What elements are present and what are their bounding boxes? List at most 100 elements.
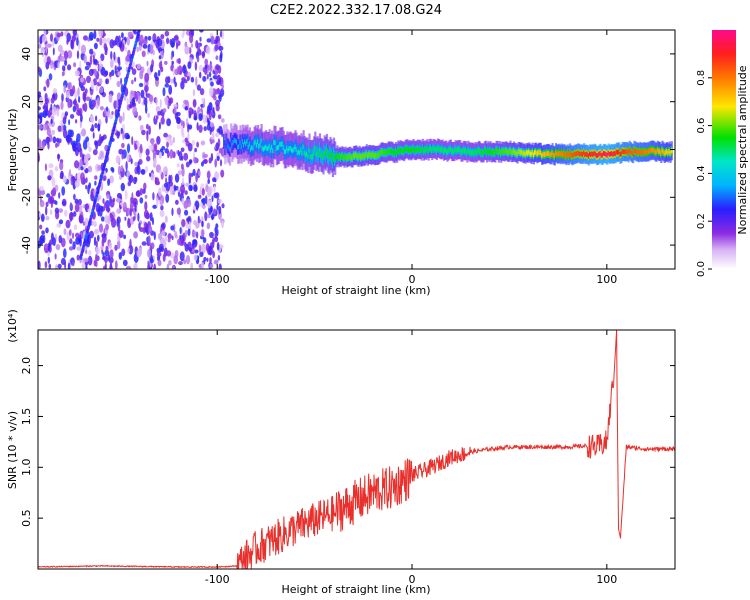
noise-blob (204, 69, 208, 75)
ridge-core (498, 148, 502, 153)
noise-blob (44, 93, 48, 101)
ridge-core (595, 153, 599, 158)
noise-blob (187, 133, 190, 141)
ridge-core (487, 148, 490, 154)
ridge-core (482, 150, 485, 156)
noise-blob (166, 118, 172, 127)
noise-blob (206, 222, 211, 230)
noise-blob (105, 78, 108, 84)
ridge-core (645, 149, 648, 155)
noise-blob (62, 128, 68, 139)
noise-blob (177, 170, 182, 176)
noise-blob (39, 112, 45, 118)
ridge-core (648, 148, 651, 154)
ridge-core (638, 150, 641, 156)
ridge-core (278, 144, 281, 150)
noise-blob (193, 184, 198, 192)
noise-blob (93, 58, 98, 65)
ridge-core (602, 151, 606, 156)
noise-blob (55, 142, 58, 148)
noise-blob (117, 165, 121, 176)
noise-blob (108, 241, 112, 250)
noise-blob (204, 211, 208, 222)
noise-blob (122, 112, 125, 122)
noise-blob (72, 175, 75, 186)
noise-blob (202, 237, 207, 244)
noise-blob (86, 241, 90, 248)
noise-blob (209, 122, 215, 128)
ridge-core (318, 147, 322, 153)
noise-blob (85, 96, 91, 102)
noise-blob (85, 177, 88, 183)
noise-blob (152, 204, 158, 209)
ridge-core (553, 153, 556, 159)
noise-blob (182, 30, 185, 36)
ridge-core (453, 149, 456, 154)
noise-blob (64, 59, 68, 66)
ridge-core (647, 149, 650, 155)
noise-blob (188, 221, 191, 230)
noise-blob (127, 217, 130, 225)
noise-blob (108, 113, 114, 120)
ridge-core (456, 147, 459, 153)
noise-blob (109, 39, 115, 49)
noise-blob (146, 155, 151, 162)
y-tick-label: 2.0 (20, 357, 33, 375)
ridge-core (491, 149, 495, 155)
ridge-core (274, 140, 277, 146)
ridge-core (249, 146, 253, 152)
noise-blob (91, 220, 94, 226)
ridge-core (548, 151, 551, 156)
noise-blob (170, 38, 176, 48)
noise-blob (76, 133, 81, 143)
noise-blob (220, 118, 225, 123)
ridge-core (495, 148, 498, 153)
noise-blob (221, 220, 224, 229)
ridge-core (401, 148, 405, 154)
noise-blob (95, 253, 98, 263)
noise-blob (149, 172, 152, 177)
noise-blob (139, 34, 144, 45)
y-tick-label: -20 (20, 188, 33, 206)
ridge-core (288, 146, 291, 151)
noise-blob (49, 209, 53, 216)
noise-blob (92, 132, 95, 139)
colorbar-tick-label: 0.0 (696, 261, 707, 277)
ridge-core (536, 151, 539, 157)
noise-blob (52, 136, 57, 144)
noise-blob (71, 232, 75, 239)
ridge-core (472, 149, 475, 155)
noise-blob (158, 187, 162, 197)
ridge-core (356, 153, 359, 159)
ridge-core (322, 155, 325, 160)
ridge-core (521, 149, 524, 155)
noise-blob (144, 201, 148, 211)
ridge-core (314, 146, 317, 151)
noise-blob (206, 257, 209, 262)
noise-blob (142, 188, 146, 194)
noise-blob (109, 212, 113, 219)
ridge-core (606, 152, 609, 158)
noise-blob (131, 136, 134, 146)
ridge-core (621, 149, 624, 154)
noise-blob (178, 151, 183, 161)
noise-blob (125, 46, 127, 52)
noise-blob (204, 58, 209, 66)
noise-blob (220, 169, 225, 178)
noise-blob (88, 250, 92, 256)
noise-blob (184, 190, 188, 196)
ridge-core (349, 153, 352, 159)
noise-blob (162, 240, 167, 248)
noise-blob (202, 114, 208, 124)
noise-blob (213, 259, 219, 265)
noise-blob (100, 135, 105, 142)
noise-blob (198, 124, 203, 133)
ridge-core (509, 147, 512, 153)
noise-blob (98, 30, 104, 38)
noise-blob (145, 104, 148, 114)
x-tick-label: -100 (205, 273, 230, 286)
noise-blob (177, 238, 181, 246)
ridge-core (332, 152, 336, 157)
ridge-core (463, 148, 466, 154)
noise-blob (98, 64, 102, 71)
